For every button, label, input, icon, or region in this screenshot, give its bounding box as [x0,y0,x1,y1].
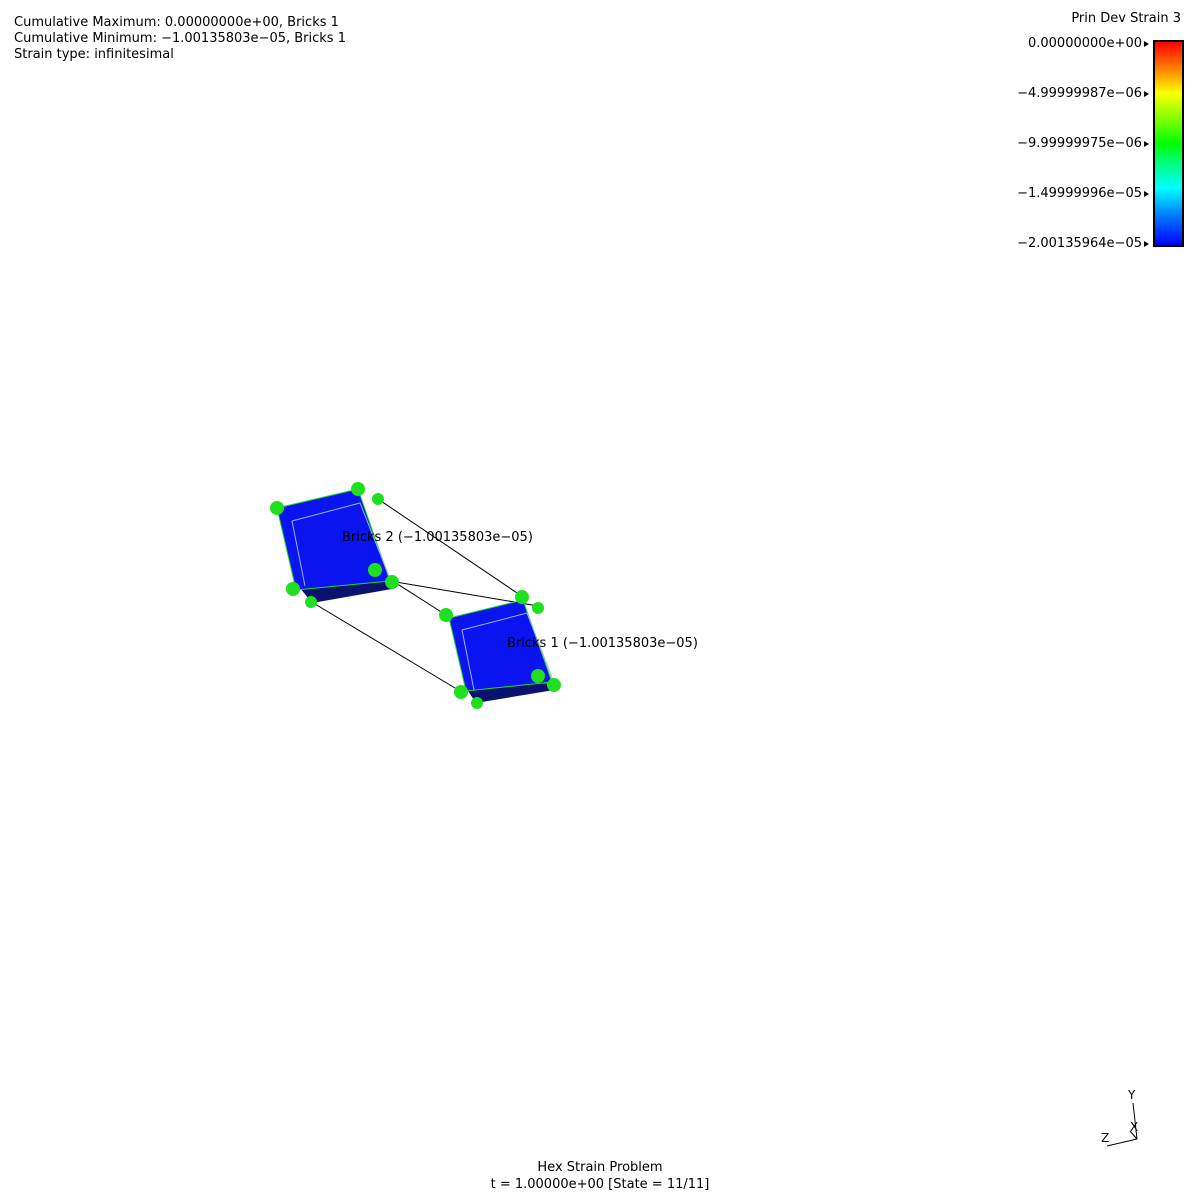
brick-2[interactable] [270,482,399,608]
axis-x-label: X [1130,1120,1138,1134]
axis-z-label: Z [1101,1131,1109,1145]
brick-1-nodes [439,590,561,709]
state-indicator: t = 1.00000e+00 [State = 11/11] [490,1177,710,1192]
legend-tick: −9.99999975e−06 [1017,136,1149,151]
legend-tick: 0.00000000e+00 [1027,36,1150,51]
brick-1-edge [461,629,475,691]
brick-2-label: Bricks 2 (−1.00135803e−05) [342,530,533,545]
cumulative-maximum-text: Cumulative Maximum: 0.00000000e+00, Bric… [14,15,339,30]
brick-2-nodes [270,482,399,608]
legend-tick: −4.99999987e−06 [1017,86,1149,101]
legend-title: Prin Dev Strain 3 [1071,11,1181,26]
brick-2-edge [291,520,306,587]
cumulative-minimum-text: Cumulative Minimum: −1.00135803e−05, Bri… [14,31,346,46]
strain-type-text: Strain type: infinitesimal [14,47,174,62]
brick-1-label: Bricks 1 (−1.00135803e−05) [507,636,698,651]
brick-1[interactable] [439,590,561,709]
axis-triad: Y X Z [1101,1088,1138,1147]
brick-1-edge [461,612,554,681]
problem-title: Hex Strain Problem [537,1160,663,1175]
legend-tick: −1.49999996e−05 [1017,186,1149,201]
axis-y-label: Y [1127,1088,1136,1102]
brick-2-edge [291,502,390,577]
color-scale-bar [1153,40,1184,247]
legend-tick: −2.00135964e−05 [1017,236,1149,251]
